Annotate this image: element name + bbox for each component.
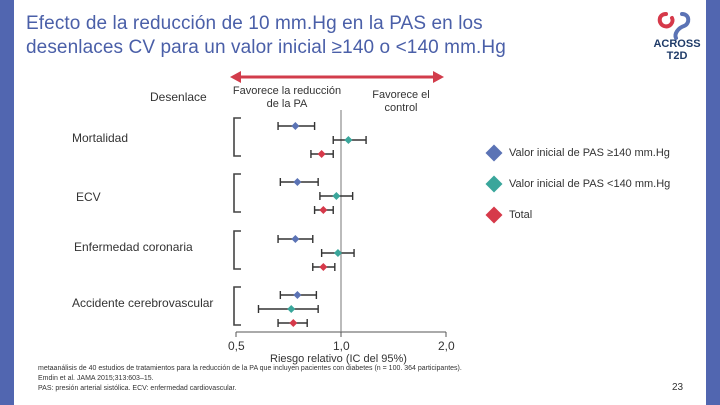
footnote-line-3: PAS: presión arterial sistólica. ECV: en… (38, 385, 237, 392)
legend-item-low: Valor inicial de PAS <140 mm.Hg (485, 168, 671, 199)
row-label-mortalidad: Mortalidad (72, 131, 129, 145)
group-bracket (233, 173, 241, 213)
point-estimate-marker (291, 235, 300, 243)
chart-legend: Valor inicial de PAS ≥140 mm.Hg Valor in… (485, 137, 671, 230)
group-bracket (233, 117, 241, 157)
group-bracket (233, 230, 241, 270)
favours-right-arrowhead (433, 71, 444, 83)
row-label-ecv: ECV (76, 190, 101, 204)
left-accent-bar (0, 0, 14, 405)
footnote-line-1: metaanálisis de 40 estudios de tratamien… (38, 365, 462, 372)
point-estimate-marker (319, 206, 328, 214)
point-estimate-marker (293, 178, 302, 186)
x-tick-label: 1,0 (333, 339, 350, 353)
right-accent-bar (706, 0, 720, 405)
legend-text-high: Valor inicial de PAS ≥140 mm.Hg (509, 146, 670, 159)
point-estimate-marker (291, 122, 300, 130)
x-tick-label: 0,5 (228, 339, 245, 353)
logo-line-1: ACROSS (653, 38, 701, 50)
legend-text-total: Total (509, 208, 533, 221)
logo-text: ACROSS T2D (650, 38, 704, 62)
point-estimate-marker (289, 319, 298, 327)
favours-left-label: Favorece la reducción de la PA (232, 85, 342, 110)
point-estimate-marker (319, 263, 328, 271)
favours-right-label: Favorece el control (372, 89, 430, 114)
legend-item-high: Valor inicial de PAS ≥140 mm.Hg (485, 137, 670, 168)
page-number: 23 (672, 382, 684, 393)
slide-title: Efecto de la reducción de 10 mm.Hg en la… (26, 12, 606, 60)
point-estimate-marker (293, 291, 302, 299)
point-estimate-marker (332, 192, 341, 200)
title-line-1: Efecto de la reducción de 10 mm.Hg en la… (26, 13, 483, 34)
across-logo-icon (657, 12, 691, 40)
x-axis-label: Riesgo relativo (IC del 95%) (270, 353, 407, 365)
footnote: metaanálisis de 40 estudios de tratamien… (38, 364, 598, 394)
legend-text-low: Valor inicial de PAS <140 mm.Hg (509, 177, 671, 190)
favours-left-arrowhead (230, 71, 241, 83)
group-bracket (233, 286, 241, 326)
point-estimate-marker (333, 249, 342, 257)
x-tick-label: 2,0 (438, 339, 455, 353)
footnote-line-2: Emdin et al. JAMA 2015;313:603–15. (38, 375, 154, 382)
legend-item-total: Total (485, 199, 670, 230)
title-line-2: desenlaces CV para un valor inicial ≥140… (26, 37, 506, 58)
point-estimate-marker (344, 136, 353, 144)
row-label-coronaria: Enfermedad coronaria (74, 240, 193, 254)
column-header: Desenlace (150, 90, 207, 104)
logo-line-2: T2D (666, 50, 688, 62)
point-estimate-marker (317, 150, 326, 158)
point-estimate-marker (287, 305, 296, 313)
row-label-acv: Accidente cerebrovascular (72, 296, 214, 310)
